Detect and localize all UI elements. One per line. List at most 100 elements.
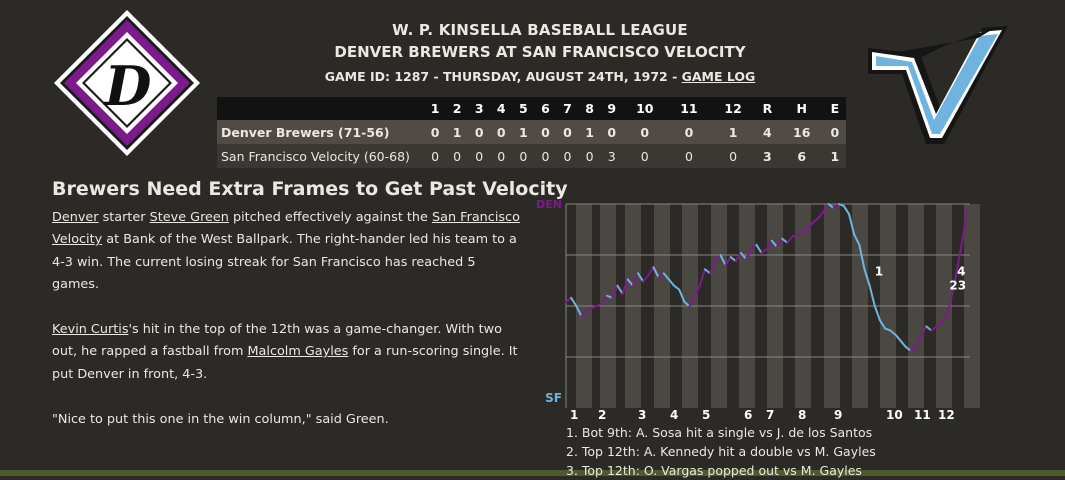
- column-header-1: 1: [424, 97, 447, 120]
- inning-label: 5: [702, 408, 710, 420]
- column-header-e: E: [823, 97, 846, 120]
- inning-label: 7: [766, 408, 774, 420]
- inning-score-cell: 0: [541, 148, 550, 164]
- inning-score-cell: 0: [563, 124, 572, 140]
- inning-score-cell: 0: [430, 124, 440, 140]
- chart-top-team-label: DEN: [536, 198, 562, 211]
- wp-line-segment: [662, 272, 670, 281]
- column-header-12: 12: [711, 97, 756, 120]
- wp-line-segment: [714, 254, 722, 263]
- wp-line-segment: [616, 284, 624, 295]
- inning-score-cell: 0: [607, 124, 617, 140]
- inning-score-cell: 0: [541, 124, 550, 140]
- inning-label: 8: [798, 408, 806, 420]
- inning-label: 12: [938, 408, 955, 420]
- column-header-4: 4: [490, 97, 513, 120]
- recap-text: 's hit in the top of the 12th was a game…: [52, 322, 502, 360]
- inning-score-cell: 0: [474, 124, 484, 140]
- recap-quote: "Nice to put this one in the win column,…: [52, 411, 389, 427]
- wp-line-segment: [729, 256, 737, 263]
- runs-cell: 4: [763, 124, 772, 140]
- wp-line-segment: [812, 217, 820, 224]
- wp-line-segment: [765, 239, 773, 250]
- wp-line-segment: [920, 325, 928, 338]
- inning-label: 10: [886, 408, 903, 420]
- column-header-9: 9: [600, 97, 623, 120]
- wp-line-segment: [678, 288, 686, 303]
- wp-line-segment: [822, 203, 830, 214]
- malcolm-gayles-link[interactable]: Malcolm Gayles: [247, 344, 349, 360]
- key-play-marker: 1: [875, 264, 883, 278]
- runs-cell: 3: [763, 148, 772, 164]
- wp-line-segment: [935, 321, 943, 328]
- home-team-row: San Francisco Velocity (60-68) 0 0 0 0 0 0 0 0 3 0…: [217, 144, 846, 168]
- wp-line-segment: [673, 284, 681, 291]
- inning-score-cell: 0: [585, 148, 594, 164]
- recap-text: at Bank of the West Ballpark. The right-…: [52, 232, 517, 293]
- game-id-text: GAME ID: 1287 - THURSDAY, AUGUST 24TH, 1…: [324, 69, 682, 84]
- wp-line-segment: [842, 205, 851, 216]
- inning-score-cell: 0: [684, 148, 693, 164]
- wp-line-segment: [899, 339, 907, 348]
- inning-score-cell: 0: [496, 124, 506, 140]
- denver-team-logo: D: [54, 10, 200, 156]
- wp-line-segment: [755, 243, 763, 254]
- wp-line-segment: [925, 325, 933, 332]
- inning-score-cell: 0: [431, 148, 440, 164]
- wp-line-segment: [611, 284, 619, 299]
- wp-line-segment: [889, 329, 897, 336]
- steve-green-link[interactable]: Steve Green: [149, 210, 229, 225]
- wp-line-segment: [688, 294, 696, 307]
- wp-line-segment: [667, 278, 676, 287]
- game-id-line: GAME ID: 1287 - THURSDAY, AUGUST 24TH, 1…: [300, 69, 780, 84]
- wp-line-segment: [801, 227, 809, 234]
- away-team-row: Denver Brewers (71-56) 0 1 0 0 1 0 0 1 0 0 0 1 4 16 0: [217, 120, 846, 144]
- inning-label: 11: [914, 408, 931, 420]
- wp-line-segment: [750, 243, 758, 250]
- wp-line-segment: [631, 272, 640, 287]
- denver-team-link[interactable]: Denver: [52, 210, 99, 225]
- wp-line-segment: [894, 333, 902, 342]
- errors-cell: 0: [830, 124, 840, 140]
- hits-cell: 16: [793, 124, 811, 140]
- key-play-marker: 23: [949, 279, 966, 293]
- wp-line-segment: [626, 278, 634, 287]
- kevin-curtis-link[interactable]: Kevin Curtis: [52, 322, 129, 338]
- wp-line-segment: [580, 309, 588, 318]
- wp-line-segment: [817, 211, 825, 220]
- column-header-h: H: [779, 97, 824, 120]
- team-name: Denver Brewers (71-56): [221, 124, 390, 140]
- wp-line-segment: [868, 284, 876, 307]
- inning-score-cell: 0: [563, 148, 572, 164]
- column-header-11: 11: [666, 97, 712, 120]
- wp-line-segment: [873, 305, 881, 322]
- inning-label: 9: [834, 408, 842, 420]
- wp-line-segment: [956, 239, 964, 271]
- wp-line-segment: [601, 294, 609, 305]
- hits-cell: 6: [797, 148, 807, 164]
- errors-cell: 1: [830, 148, 840, 164]
- recap-text: for a run-scoring single. It put Denver …: [52, 344, 518, 382]
- wp-line-segment: [904, 345, 912, 352]
- inning-score-cell: 0: [453, 148, 462, 164]
- column-header-r: R: [755, 97, 780, 120]
- wp-line-segment: [914, 335, 923, 348]
- column-header-6: 6: [534, 97, 557, 120]
- inning-label: 3: [638, 408, 646, 420]
- inning-score-cell: 0: [684, 124, 694, 140]
- line-score-table: 1 2 3 4 5 6 7 8 9 10 11 12 R H E Denver Brewers (71-56…: [217, 97, 846, 168]
- game-log-link[interactable]: GAME LOG: [681, 69, 756, 84]
- inning-label: 2: [598, 408, 606, 420]
- wp-line-segment: [863, 268, 871, 287]
- wp-line-segment: [858, 243, 866, 271]
- inning-score-cell: 0: [640, 148, 649, 164]
- chart-bottom-team-label: SF: [545, 391, 562, 405]
- wp-line-segment: [786, 235, 794, 244]
- wp-line-segment: [575, 305, 583, 318]
- column-header-3: 3: [468, 97, 491, 120]
- wp-line-segment: [781, 237, 789, 244]
- inning-score-cell: 1: [728, 124, 738, 140]
- wp-line-segment: [724, 256, 732, 267]
- san-francisco-velocity-link[interactable]: San Francisco Velocity: [52, 210, 520, 248]
